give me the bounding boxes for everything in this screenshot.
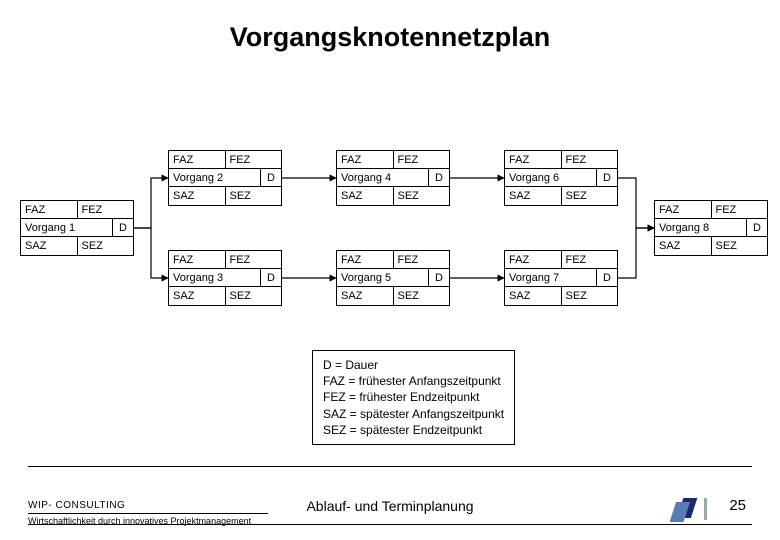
saz-cell: SAZ <box>169 187 226 205</box>
edge-n7-n8 <box>618 228 654 278</box>
saz-cell: SAZ <box>337 187 394 205</box>
fez-cell: FEZ <box>562 251 618 268</box>
faz-cell: FAZ <box>505 251 562 268</box>
task-name: Vorgang 2 <box>169 169 261 186</box>
task-name: Vorgang 1 <box>21 219 113 236</box>
node-n7: FAZFEZVorgang 7D SAZSEZ <box>504 250 618 306</box>
node-n5: FAZFEZVorgang 5D SAZSEZ <box>336 250 450 306</box>
task-name: Vorgang 7 <box>505 269 597 286</box>
legend-line-4: SEZ = spätester Endzeitpunkt <box>323 422 504 438</box>
task-name: Vorgang 4 <box>337 169 429 186</box>
logo <box>670 496 710 522</box>
d-cell: D <box>429 169 449 186</box>
task-name: Vorgang 3 <box>169 269 261 286</box>
fez-cell: FEZ <box>394 251 450 268</box>
d-cell: D <box>597 169 617 186</box>
saz-cell: SAZ <box>505 287 562 305</box>
legend-line-0: D = Dauer <box>323 357 504 373</box>
faz-cell: FAZ <box>505 151 562 168</box>
footer-tagline: Wirtschaftlichkeit durch innovatives Pro… <box>28 516 268 526</box>
page-title: Vorgangsknotennetzplan <box>0 22 780 53</box>
faz-cell: FAZ <box>337 251 394 268</box>
saz-cell: SAZ <box>169 287 226 305</box>
sez-cell: SEZ <box>712 237 768 255</box>
d-cell: D <box>747 219 767 236</box>
fez-cell: FEZ <box>226 251 282 268</box>
sez-cell: SEZ <box>394 187 450 205</box>
faz-cell: FAZ <box>337 151 394 168</box>
node-n3: FAZFEZVorgang 3D SAZSEZ <box>168 250 282 306</box>
node-n4: FAZFEZVorgang 4D SAZSEZ <box>336 150 450 206</box>
faz-cell: FAZ <box>169 151 226 168</box>
faz-cell: FAZ <box>655 201 712 218</box>
legend-line-3: SAZ = spätester Anfangszeitpunkt <box>323 406 504 422</box>
fez-cell: FEZ <box>394 151 450 168</box>
task-name: Vorgang 6 <box>505 169 597 186</box>
legend: D = DauerFAZ = frühester Anfangszeitpunk… <box>312 350 515 445</box>
d-cell: D <box>261 169 281 186</box>
sez-cell: SEZ <box>226 287 282 305</box>
edge-n6-n8 <box>618 178 654 228</box>
page-number: 25 <box>729 497 746 514</box>
faz-cell: FAZ <box>21 201 78 218</box>
footer-center: Ablauf- und Terminplanung <box>0 498 780 514</box>
saz-cell: SAZ <box>21 237 78 255</box>
task-name: Vorgang 5 <box>337 269 429 286</box>
legend-line-1: FAZ = frühester Anfangszeitpunkt <box>323 373 504 389</box>
saz-cell: SAZ <box>655 237 712 255</box>
sez-cell: SEZ <box>562 287 618 305</box>
d-cell: D <box>597 269 617 286</box>
sez-cell: SEZ <box>78 237 134 255</box>
legend-line-2: FEZ = frühester Endzeitpunkt <box>323 389 504 405</box>
edge-n1-n2 <box>134 178 168 228</box>
d-cell: D <box>261 269 281 286</box>
node-n2: FAZFEZVorgang 2D SAZSEZ <box>168 150 282 206</box>
saz-cell: SAZ <box>337 287 394 305</box>
sez-cell: SEZ <box>562 187 618 205</box>
divider-top <box>28 466 752 467</box>
d-cell: D <box>113 219 133 236</box>
fez-cell: FEZ <box>226 151 282 168</box>
node-n1: FAZFEZVorgang 1D SAZSEZ <box>20 200 134 256</box>
saz-cell: SAZ <box>505 187 562 205</box>
task-name: Vorgang 8 <box>655 219 747 236</box>
sez-cell: SEZ <box>394 287 450 305</box>
fez-cell: FEZ <box>78 201 134 218</box>
edge-n1-n3 <box>134 228 168 278</box>
node-n8: FAZFEZVorgang 8D SAZSEZ <box>654 200 768 256</box>
fez-cell: FEZ <box>562 151 618 168</box>
faz-cell: FAZ <box>169 251 226 268</box>
fez-cell: FEZ <box>712 201 768 218</box>
node-n6: FAZFEZVorgang 6D SAZSEZ <box>504 150 618 206</box>
d-cell: D <box>429 269 449 286</box>
sez-cell: SEZ <box>226 187 282 205</box>
